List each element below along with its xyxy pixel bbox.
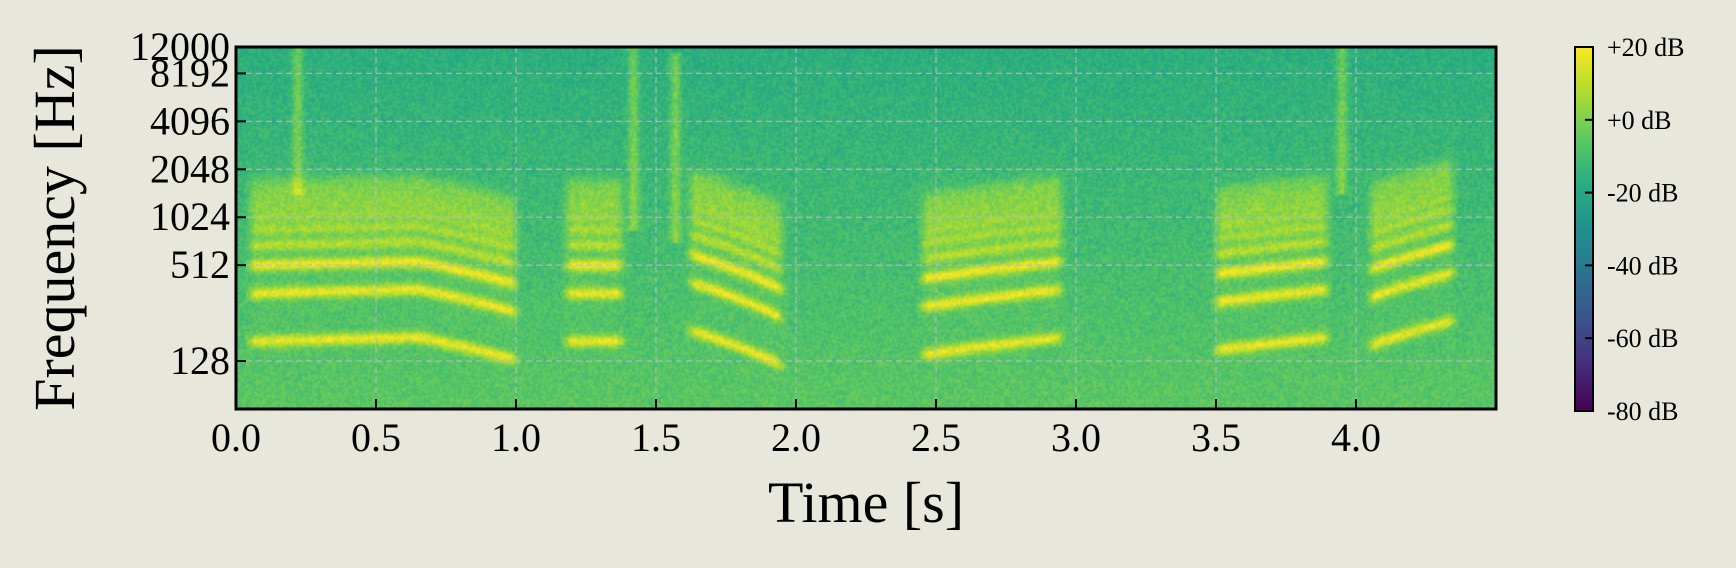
spectrogram-image [236,47,1496,409]
y-tick-label: 2048 [150,146,230,191]
x-tick-label: 1.0 [491,415,541,460]
x-tick-label: 4.0 [1331,415,1381,460]
x-tick-label: 0.0 [211,415,261,460]
colorbar-tick-label: +20 dB [1607,33,1685,62]
plot-area [236,47,1496,409]
plot-frame [234,45,1498,411]
y-tick-label: 12000 [130,24,230,69]
colorbar-tick-label: -20 dB [1607,179,1679,208]
colorbar-gradient [1574,46,1594,412]
x-tick-label: 0.5 [351,415,401,460]
y-tick-label: 4096 [150,98,230,143]
x-tick-label: 3.0 [1051,415,1101,460]
colorbar-tick-label: -40 dB [1607,251,1679,280]
x-tick-label: 2.5 [911,415,961,460]
colorbar-tick-label: -80 dB [1607,397,1679,426]
grid-lines [236,47,1496,409]
y-tick-label: 8192 [150,50,230,95]
x-tick-label: 2.0 [771,415,821,460]
y-tick-label: 1024 [150,194,230,239]
y-axis-title: Frequency [Hz] [22,45,87,411]
y-tick-label: 128 [170,338,230,383]
colorbar-ticks: +20 dB +0 dB -20 dB -40 dB -60 dB -80 dB [1585,33,1685,426]
x-tick-label: 3.5 [1191,415,1241,460]
colorbar: +20 dB +0 dB -20 dB -40 dB -60 dB -80 dB [1574,33,1685,426]
x-axis-ticks: 0.0 0.5 1.0 1.5 2.0 2.5 3.0 3.5 4.0 [211,399,1381,460]
x-tick-label: 1.5 [631,415,681,460]
colorbar-tick-label: -60 dB [1607,324,1679,353]
colorbar-tick-label: +0 dB [1607,106,1672,135]
y-tick-label: 512 [170,242,230,287]
x-axis-title: Time [s] [768,470,964,535]
